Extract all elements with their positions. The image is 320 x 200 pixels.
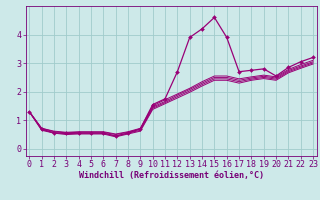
X-axis label: Windchill (Refroidissement éolien,°C): Windchill (Refroidissement éolien,°C) [79, 171, 264, 180]
